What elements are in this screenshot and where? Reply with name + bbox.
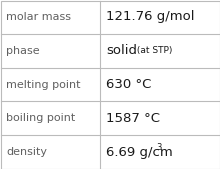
Text: 6.69 g/cm: 6.69 g/cm xyxy=(106,146,173,159)
Text: 3: 3 xyxy=(156,143,161,152)
Text: density: density xyxy=(6,147,47,157)
Text: 1587 °C: 1587 °C xyxy=(106,112,160,125)
Text: melting point: melting point xyxy=(6,79,81,90)
Text: molar mass: molar mass xyxy=(6,12,71,22)
Text: phase: phase xyxy=(6,46,40,56)
Text: (at STP): (at STP) xyxy=(134,46,172,55)
Text: 121.76 g/mol: 121.76 g/mol xyxy=(106,10,195,23)
Text: 630 °C: 630 °C xyxy=(106,78,152,91)
Text: boiling point: boiling point xyxy=(6,113,75,123)
Text: solid: solid xyxy=(106,44,137,57)
